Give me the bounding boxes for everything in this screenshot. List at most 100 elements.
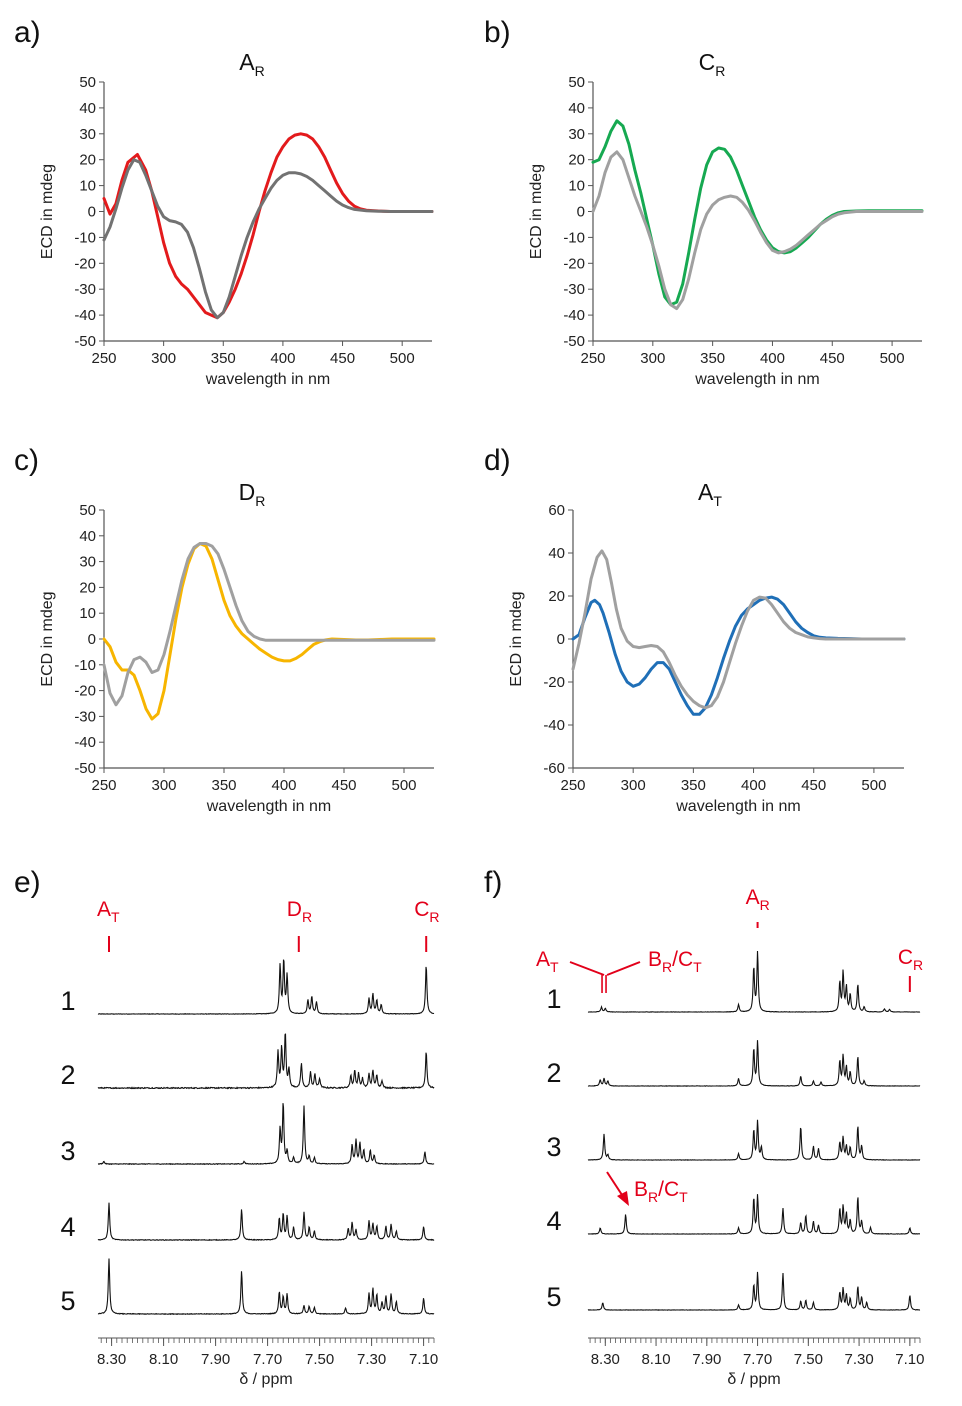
panel-label-d: d): [484, 444, 511, 477]
nmr-spectrum-3: [97, 1103, 435, 1166]
series-line-calculated: [102, 542, 436, 707]
x-tick-label: 350: [700, 350, 725, 367]
x-tick-label: 350: [211, 350, 236, 367]
spectrum-row-label: 5: [60, 1286, 75, 1316]
y-tick-label: 0: [557, 631, 565, 648]
series-line-experimental: [571, 595, 906, 716]
x-tick-label: 250: [560, 777, 585, 794]
spectrum-row-label: 3: [60, 1136, 75, 1166]
ppm-axis-title-f: δ / ppm: [727, 1371, 780, 1388]
spectrum-row-label: 5: [546, 1282, 561, 1312]
ppm-axis-title-e: δ / ppm: [239, 1371, 292, 1388]
spectrum-row-label: 3: [546, 1132, 561, 1162]
y-tick-label: 50: [79, 502, 96, 519]
nmr-panel-e: e) 1 2 3 4 5 8.30 8.10 7.90 7.70 7.50 7.30 7.10 δ / p…: [14, 866, 439, 1388]
x-tick-label: 300: [621, 777, 646, 794]
annotation-arrow-head: [617, 1191, 629, 1206]
y-tick-label: 20: [548, 588, 565, 605]
ppm-tick-label: 8.30: [97, 1351, 126, 1368]
nmr-spectrum-5: [97, 1258, 435, 1316]
x-tick-label: 300: [151, 777, 176, 794]
nmr-spectrum-1: [587, 950, 921, 1013]
ppm-tick-label: 7.70: [253, 1351, 282, 1368]
x-tick-label: 500: [861, 777, 886, 794]
y-axis-title-d: ECD in mdeg: [508, 591, 525, 686]
ecd-chart-b: b) CR -50 -40 -30 -20 -10 0 10 20 30 40 50 250 300 350 4…: [484, 16, 924, 388]
y-tick-label: -40: [74, 734, 96, 751]
nmr-spectrum-4: [97, 1202, 435, 1242]
y-tick-label: -50: [563, 333, 585, 350]
ecd-chart-c: c) DR -50 -40 -30 -20 -10 0 10 20 30 40 50 250 300 350 4…: [14, 444, 436, 815]
ppm-tick-label: 8.10: [149, 1351, 178, 1368]
chart-title-c: DR: [239, 479, 266, 509]
nmr-spectrum-3: [587, 1119, 921, 1161]
panel-label-a: a): [14, 16, 41, 49]
series-line-calculated: [102, 158, 434, 320]
y-tick-label: -10: [74, 229, 96, 246]
x-tick-label: 350: [681, 777, 706, 794]
annotation-label: CR: [898, 946, 923, 973]
y-axis-title-b: ECD in mdeg: [528, 164, 545, 259]
chart-title-a: AR: [239, 49, 264, 79]
x-tick-label: 450: [820, 350, 845, 367]
x-tick-label: 400: [760, 350, 785, 367]
ppm-tick-label: 7.50: [794, 1351, 823, 1368]
panel-label-e: e): [14, 866, 41, 899]
y-tick-label: 50: [568, 74, 585, 91]
spectrum-row-label: 1: [60, 986, 75, 1016]
nmr-spectrum-2: [587, 1040, 921, 1087]
y-tick-label: 10: [79, 178, 96, 195]
ecd-chart-a: a) AR -50 -40 -30 -20 -10 0 10 20 30 40 50 250 300 350 4…: [14, 16, 434, 388]
y-tick-label: 0: [88, 204, 96, 221]
x-axis-title-a: wavelength in nm: [205, 371, 331, 388]
spectrum-row-label: 4: [546, 1206, 561, 1236]
y-tick-label: 50: [79, 74, 96, 91]
y-tick-label: -60: [543, 760, 565, 777]
x-tick-label: 250: [91, 350, 116, 367]
spectrum-row-label: 2: [546, 1058, 561, 1088]
y-tick-label: -10: [563, 229, 585, 246]
ecd-chart-d: d) AT -60 -40 -20 0 20 40 60 250 300 350 400 450 500 wa…: [484, 444, 906, 815]
y-axis-title-a: ECD in mdeg: [39, 164, 56, 259]
x-tick-label: 400: [270, 350, 295, 367]
y-tick-label: -10: [74, 657, 96, 674]
y-tick-label: 40: [548, 545, 565, 562]
annotation-label: BR/CT: [634, 1178, 688, 1205]
ppm-tick-label: 7.30: [844, 1351, 873, 1368]
y-tick-label: -20: [543, 674, 565, 691]
x-tick-label: 500: [390, 350, 415, 367]
panel-label-f: f): [484, 866, 502, 899]
x-tick-label: 250: [91, 777, 116, 794]
x-tick-label: 400: [741, 777, 766, 794]
y-axis-title-c: ECD in mdeg: [39, 591, 56, 686]
ppm-tick-label: 7.10: [409, 1351, 438, 1368]
ppm-tick-label: 7.90: [692, 1351, 721, 1368]
y-tick-label: 10: [568, 178, 585, 195]
x-tick-label: 500: [880, 350, 905, 367]
x-axis-title-d: wavelength in nm: [675, 798, 801, 815]
x-tick-label: 300: [151, 350, 176, 367]
series-line-experimental: [102, 542, 436, 721]
y-tick-label: 0: [577, 204, 585, 221]
y-tick-label: -30: [74, 281, 96, 298]
y-tick-label: 20: [568, 152, 585, 169]
annotation-label: AR: [746, 886, 770, 913]
y-tick-label: -30: [74, 708, 96, 725]
nmr-spectrum-5: [587, 1271, 921, 1311]
x-tick-label: 300: [640, 350, 665, 367]
y-tick-label: 30: [79, 126, 96, 143]
y-tick-label: 0: [88, 631, 96, 648]
chart-title-d: AT: [698, 479, 722, 509]
y-tick-label: -20: [74, 255, 96, 272]
nmr-spectrum-4: [587, 1194, 920, 1235]
y-tick-label: 30: [79, 554, 96, 571]
chart-title-b: CR: [699, 49, 726, 79]
y-tick-label: 40: [79, 100, 96, 117]
y-tick-label: 20: [79, 152, 96, 169]
ppm-tick-label: 8.30: [591, 1351, 620, 1368]
y-tick-label: -50: [74, 333, 96, 350]
y-tick-label: 30: [568, 126, 585, 143]
y-tick-label: 10: [79, 605, 96, 622]
ppm-tick-label: 7.90: [201, 1351, 230, 1368]
series-line-experimental: [102, 132, 434, 320]
